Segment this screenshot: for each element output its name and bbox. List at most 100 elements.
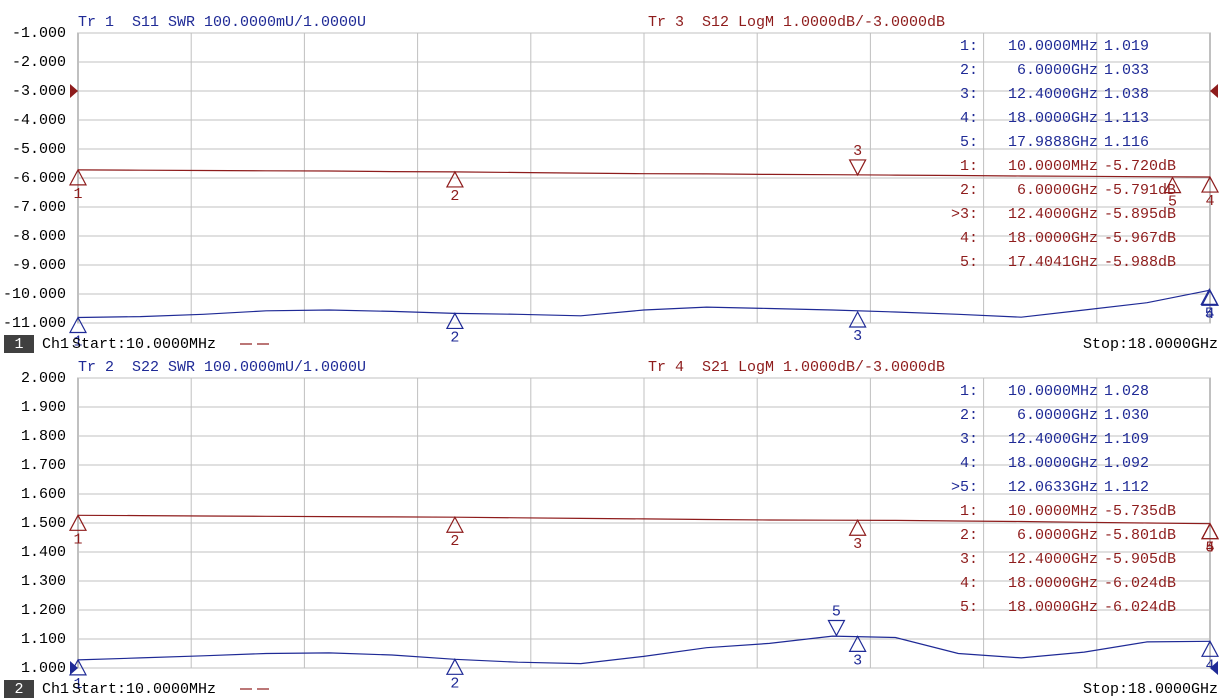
- marker-table-freq: 10.0000MHz: [1008, 158, 1098, 175]
- marker[interactable]: [445, 170, 464, 188]
- marker-table-value: -6.024dB: [1104, 599, 1176, 616]
- marker[interactable]: [1200, 288, 1219, 305]
- marker[interactable]: [69, 658, 87, 676]
- marker-number: 2: [450, 675, 459, 692]
- trace-header: Tr 2 S22 SWR 100.0000mU/1.0000U: [78, 359, 366, 376]
- marker[interactable]: [848, 518, 867, 536]
- marker[interactable]: [1201, 522, 1219, 540]
- marker-table-freq: 10.0000MHz: [1008, 503, 1098, 520]
- marker[interactable]: [1201, 175, 1219, 193]
- marker-table-freq: 10.0000MHz: [1008, 383, 1098, 400]
- marker-number: 4: [1205, 193, 1214, 210]
- marker[interactable]: [848, 159, 867, 177]
- marker-number: 3: [853, 652, 862, 669]
- marker[interactable]: [1163, 176, 1182, 194]
- marker-number: 3: [853, 536, 862, 553]
- marker[interactable]: [69, 514, 87, 531]
- y-tick-label: 1.000: [21, 660, 66, 677]
- marker-table-value: 1.033: [1104, 62, 1149, 79]
- marker-table-label: 2:: [960, 182, 978, 199]
- marker-table-label: 5:: [960, 254, 978, 271]
- marker-table-label: 3:: [960, 431, 978, 448]
- marker-table-value: -5.791dB: [1104, 182, 1176, 199]
- marker-table-value: -5.895dB: [1104, 206, 1176, 223]
- marker-table-freq: 12.0633GHz: [1008, 479, 1098, 496]
- y-tick-label: -10.000: [3, 286, 66, 303]
- marker-table-freq: 12.4000GHz: [1008, 86, 1098, 103]
- stop-freq: Stop:18.0000GHz: [1083, 336, 1218, 353]
- y-tick-label: 2.000: [21, 370, 66, 387]
- marker[interactable]: [827, 619, 846, 637]
- marker-table-value: 1.092: [1104, 455, 1149, 472]
- marker[interactable]: [445, 658, 464, 675]
- marker-number: 1: [73, 186, 82, 203]
- y-tick-label: 1.100: [21, 631, 66, 648]
- marker-table-value: 1.030: [1104, 407, 1149, 424]
- marker-number: 5: [1168, 194, 1177, 211]
- marker-table-value: 1.113: [1104, 110, 1149, 127]
- y-tick-label: -2.000: [12, 54, 66, 71]
- marker-table-freq: 18.0000GHz: [1008, 599, 1098, 616]
- trace-line: [77, 635, 1211, 665]
- marker-number: 4: [1205, 306, 1214, 323]
- trace-header: Tr 3 S12 LogM 1.0000dB/-3.0000dB: [648, 14, 945, 31]
- marker-table-label: 1:: [960, 383, 978, 400]
- y-tick-label: -9.000: [12, 257, 66, 274]
- marker-table-value: -5.801dB: [1104, 527, 1176, 544]
- marker-table-label: 2:: [960, 62, 978, 79]
- trace-line: [77, 169, 1211, 178]
- marker-number: 2: [450, 188, 459, 205]
- marker-table-label: 3:: [960, 551, 978, 568]
- y-tick-label: -3.000: [12, 83, 66, 100]
- marker-table-label: 4:: [960, 575, 978, 592]
- marker-table-freq: 10.0000MHz: [1008, 38, 1098, 55]
- marker[interactable]: [848, 635, 867, 652]
- marker[interactable]: [445, 312, 464, 330]
- marker-number: 3: [853, 143, 862, 160]
- marker-number: 2: [450, 533, 459, 550]
- marker-table-label: 1:: [960, 38, 978, 55]
- marker-table-value: -6.024dB: [1104, 575, 1176, 592]
- marker-table-value: -5.735dB: [1104, 503, 1176, 520]
- marker[interactable]: [69, 168, 87, 186]
- marker-table-value: -5.967dB: [1104, 230, 1176, 247]
- channel-badge: [4, 335, 34, 353]
- marker-table-freq: 17.4041GHz: [1008, 254, 1098, 271]
- marker[interactable]: [69, 316, 87, 334]
- marker-table-value: -5.905dB: [1104, 551, 1176, 568]
- marker-table-freq: 18.0000GHz: [1008, 575, 1098, 592]
- trace-line: [77, 289, 1211, 319]
- y-tick-label: 1.800: [21, 428, 66, 445]
- start-freq: Start:10.0000MHz: [72, 681, 216, 698]
- ref-indicator: [1210, 84, 1218, 98]
- channel-number: 2: [14, 681, 23, 698]
- marker-table-value: 1.028: [1104, 383, 1149, 400]
- channel-badge: [4, 680, 34, 698]
- marker[interactable]: [848, 310, 867, 328]
- marker-table-freq: 12.4000GHz: [1008, 206, 1098, 223]
- y-tick-label: 1.400: [21, 544, 66, 561]
- marker-table-freq: 18.0000GHz: [1008, 455, 1098, 472]
- marker-number: 5: [1205, 540, 1214, 557]
- marker[interactable]: [1201, 640, 1219, 657]
- ref-indicator: [1210, 661, 1218, 675]
- marker-table-value: 1.112: [1104, 479, 1149, 496]
- marker[interactable]: [445, 515, 464, 533]
- marker-table-value: 1.109: [1104, 431, 1149, 448]
- y-tick-label: 1.300: [21, 573, 66, 590]
- marker-table-label: 1:: [960, 158, 978, 175]
- marker-table-label: 5:: [960, 134, 978, 151]
- y-tick-label: -6.000: [12, 170, 66, 187]
- marker-table-label: >3:: [951, 206, 978, 223]
- marker-table-label: 1:: [960, 503, 978, 520]
- y-tick-label: 1.500: [21, 515, 66, 532]
- marker-number: 4: [1205, 540, 1214, 557]
- marker-table-label: 3:: [960, 86, 978, 103]
- y-tick-label: -4.000: [12, 112, 66, 129]
- marker-table-label: 2:: [960, 527, 978, 544]
- marker-table-freq: 17.9888GHz: [1008, 134, 1098, 151]
- y-tick-label: 1.200: [21, 602, 66, 619]
- marker-table-freq: 12.4000GHz: [1008, 551, 1098, 568]
- marker-table-value: -5.720dB: [1104, 158, 1176, 175]
